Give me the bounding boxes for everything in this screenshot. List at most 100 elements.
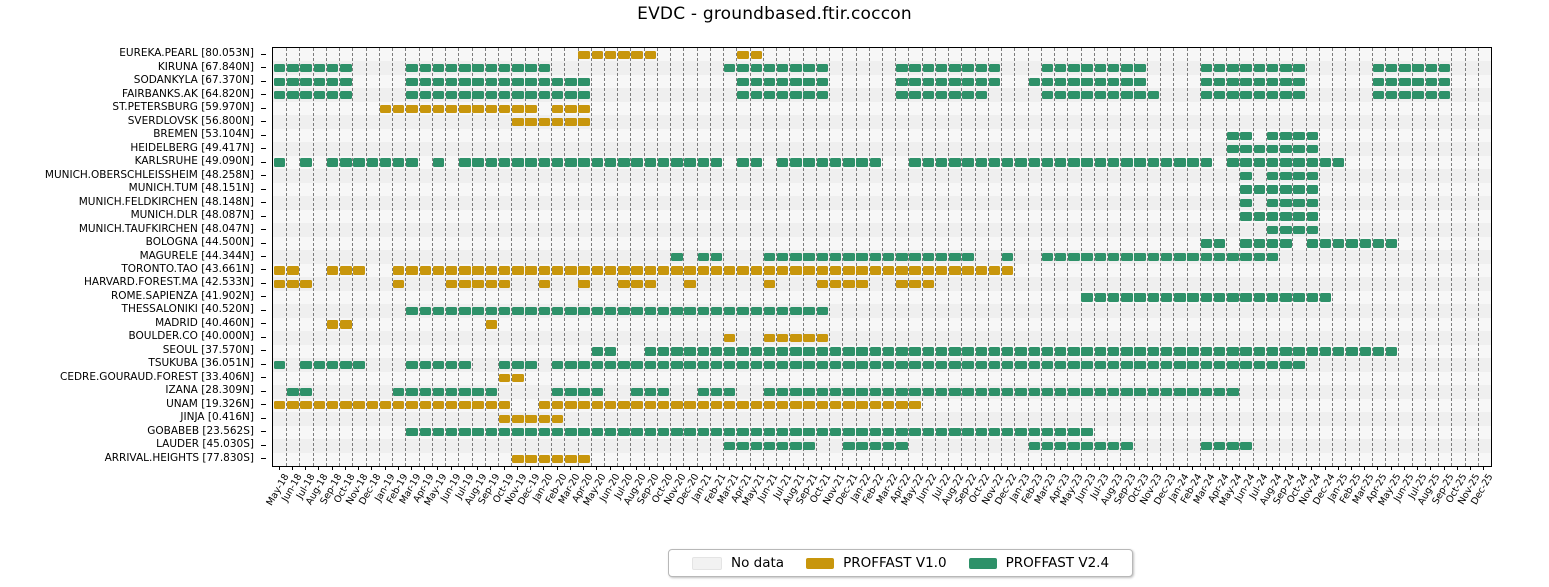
- heatmap-cell: [419, 360, 431, 369]
- x-axis-tick: [424, 466, 426, 470]
- heatmap-cell: [1293, 131, 1305, 140]
- heatmap-cell: [763, 441, 776, 450]
- heatmap-cell: [644, 266, 657, 275]
- heatmap-cell: [949, 347, 961, 356]
- heatmap-cell: [763, 77, 776, 86]
- heatmap-cell: [975, 360, 987, 369]
- heatmap-cell: [1240, 77, 1252, 86]
- heatmap-cell: [578, 428, 590, 437]
- heatmap-cell: [512, 266, 524, 275]
- gridline: [815, 48, 817, 466]
- heatmap-cell: [631, 306, 643, 316]
- heatmap-cell: [300, 360, 312, 369]
- x-axis-tick: [662, 466, 664, 470]
- heatmap-cell: [922, 77, 935, 86]
- heatmap-cell: [1227, 387, 1239, 396]
- x-axis-tick: [993, 466, 995, 470]
- heatmap-cell: [1134, 77, 1146, 86]
- heatmap-cell: [763, 64, 776, 73]
- heatmap-cell: [750, 306, 762, 316]
- y-axis-tick-label: TSUKUBA [36.051N]: [148, 357, 254, 370]
- heatmap-cell: [538, 414, 551, 423]
- heatmap-cell: [631, 428, 643, 437]
- heatmap-cell: [459, 401, 471, 410]
- heatmap-cell: [922, 158, 935, 167]
- gridline: [723, 48, 725, 466]
- heatmap-cell: [498, 64, 511, 73]
- heatmap-cell: [829, 428, 842, 437]
- heatmap-cell: [300, 401, 312, 410]
- gridline: [405, 48, 407, 466]
- heatmap-cell: [631, 401, 643, 410]
- heatmap-cell: [909, 64, 921, 73]
- heatmap-cell: [1293, 347, 1305, 356]
- heatmap-cell: [1306, 158, 1318, 167]
- heatmap-cell: [1253, 293, 1266, 302]
- heatmap-cell: [988, 347, 1001, 356]
- heatmap-cell: [538, 64, 551, 73]
- y-axis-tick-label: SEOUL [37.570N]: [162, 343, 254, 356]
- heatmap-cell: [697, 252, 709, 262]
- heatmap-cell: [1227, 91, 1239, 100]
- gridline: [630, 48, 632, 466]
- heatmap-cell: [1280, 347, 1292, 356]
- heatmap-cell: [776, 77, 789, 86]
- heatmap-cell: [631, 279, 643, 289]
- heatmap-cell: [498, 428, 511, 437]
- heatmap-cell: [1253, 64, 1266, 73]
- y-axis-tick-label: TORONTO.TAO [43.661N]: [121, 262, 254, 275]
- heatmap-cell: [684, 401, 696, 410]
- heatmap-cell: [1253, 91, 1266, 100]
- heatmap-cell: [909, 91, 921, 100]
- heatmap-cell: [949, 428, 961, 437]
- heatmap-cell: [379, 104, 392, 113]
- heatmap-cell: [1028, 158, 1040, 167]
- y-axis-tick: [261, 377, 266, 379]
- heatmap-cell: [776, 333, 789, 343]
- heatmap-cell: [684, 266, 696, 275]
- x-axis-tick: [1218, 466, 1220, 470]
- heatmap-cell: [1266, 185, 1279, 194]
- gridline: [1239, 48, 1241, 466]
- legend-label: PROFFAST V1.0: [843, 555, 947, 571]
- heatmap-cell: [1253, 252, 1266, 262]
- heatmap-cell: [1240, 347, 1252, 356]
- heatmap-cell: [843, 401, 855, 410]
- gridline: [736, 48, 738, 466]
- heatmap-cell: [1280, 185, 1292, 194]
- vertical-gridlines: [273, 48, 1491, 466]
- heatmap-cell: [1174, 360, 1186, 369]
- heatmap-cell: [1385, 347, 1398, 356]
- heatmap-cell: [406, 77, 418, 86]
- heatmap-cell: [1293, 293, 1305, 302]
- heatmap-cell: [1346, 347, 1358, 356]
- heatmap-cell: [273, 360, 286, 369]
- heatmap-cell: [1227, 131, 1239, 140]
- heatmap-cell: [1306, 171, 1318, 181]
- heatmap-cell: [1372, 77, 1385, 86]
- heatmap-cell: [856, 266, 868, 275]
- heatmap-cell: [763, 279, 776, 289]
- heatmap-cell: [366, 401, 378, 410]
- heatmap-cell: [551, 414, 564, 423]
- heatmap-cell: [737, 77, 749, 86]
- y-axis-tick-label: EUREKA.PEARL [80.053N]: [119, 47, 254, 60]
- heatmap-cell: [1187, 252, 1199, 262]
- heatmap-cell: [432, 306, 445, 316]
- heatmap-cell: [1213, 64, 1226, 73]
- gridline: [603, 48, 605, 466]
- heatmap-cell: [1240, 144, 1252, 154]
- x-axis-tick: [530, 466, 532, 470]
- heatmap-cell: [525, 77, 537, 86]
- legend-swatch-v2: [968, 557, 997, 569]
- legend-label: PROFFAST V2.4: [1005, 555, 1110, 571]
- heatmap-cell: [935, 77, 948, 86]
- y-axis-tick-label: SODANKYLA [67.370N]: [133, 74, 254, 87]
- heatmap-cell: [962, 266, 974, 275]
- heatmap-cell: [710, 158, 723, 167]
- heatmap-cell: [565, 158, 577, 167]
- heatmap-cell: [763, 387, 776, 396]
- heatmap-cell: [1028, 441, 1040, 450]
- x-axis-tick: [411, 466, 412, 470]
